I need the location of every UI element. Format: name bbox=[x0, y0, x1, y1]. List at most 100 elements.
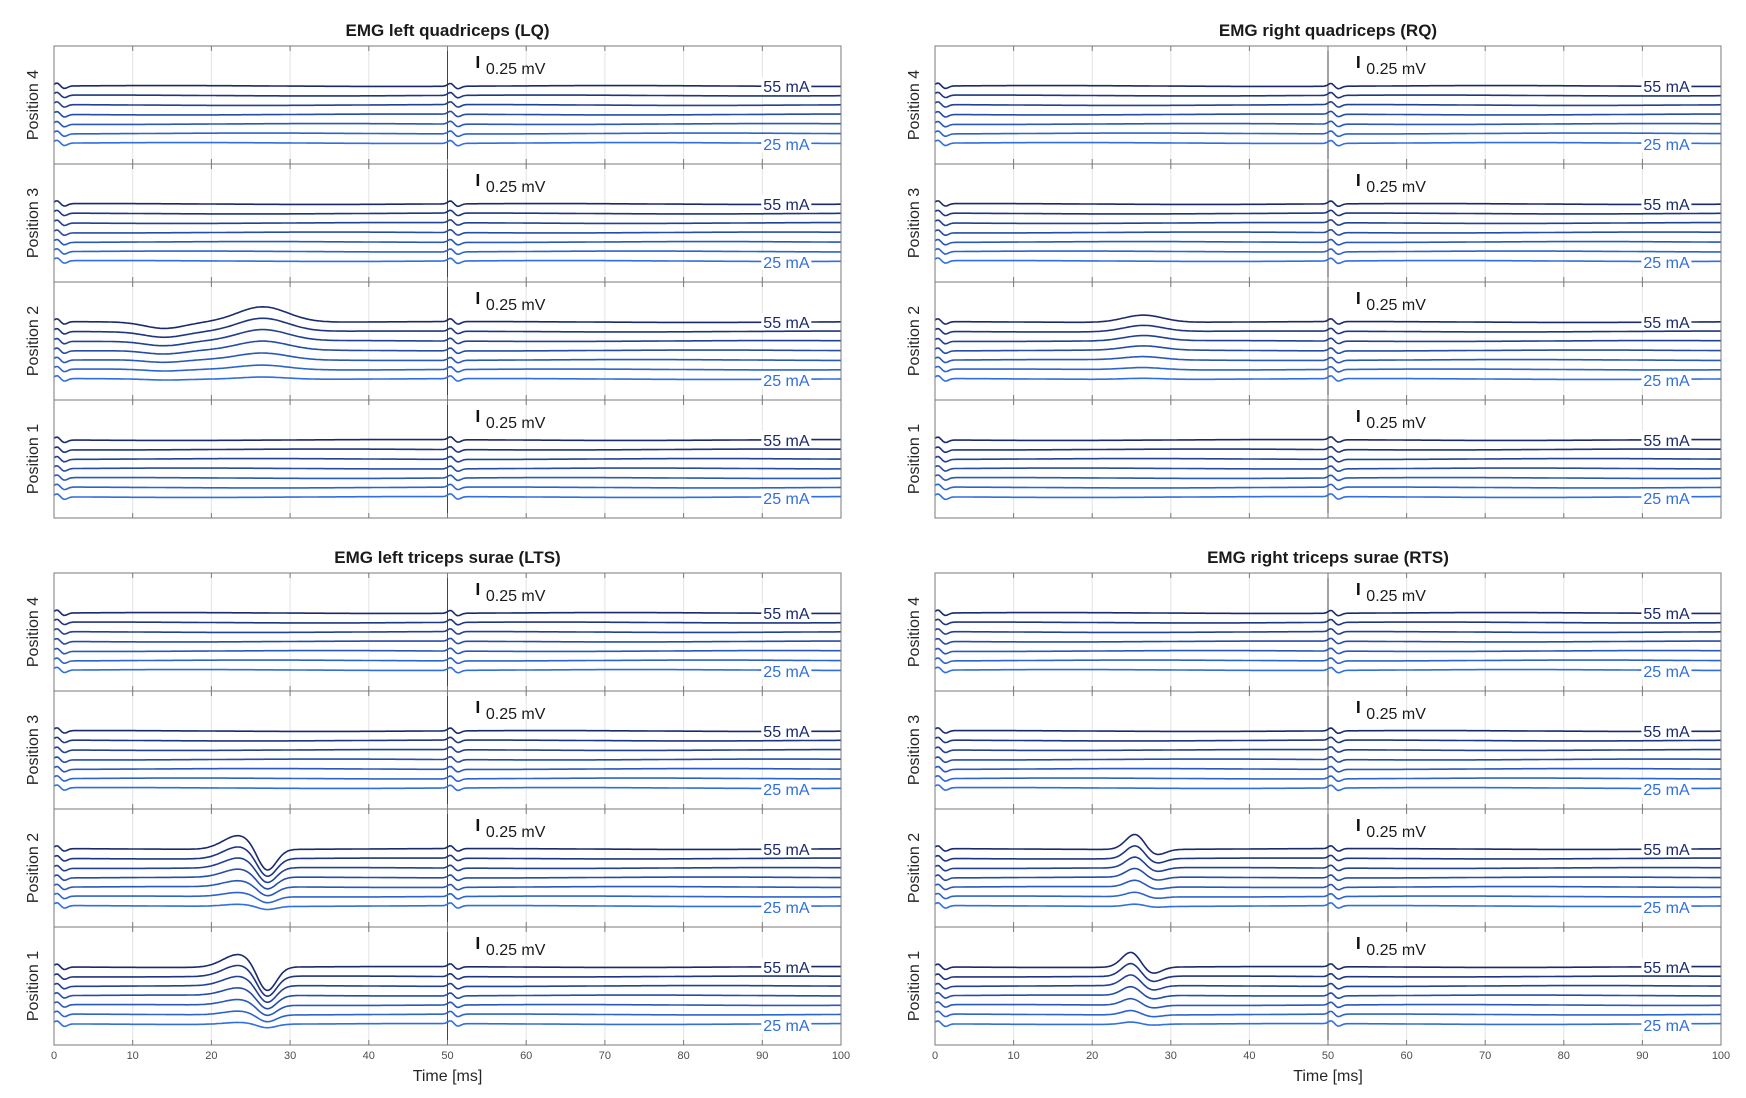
emg-trace bbox=[934, 209, 1721, 217]
emg-trace bbox=[934, 647, 1721, 655]
emg-trace bbox=[53, 238, 841, 246]
emg-trace bbox=[53, 765, 841, 773]
emg-trace bbox=[934, 627, 1721, 635]
stim-low-label: 25 mA bbox=[763, 137, 810, 154]
label-backdrop bbox=[1641, 135, 1692, 152]
emg-trace bbox=[934, 765, 1721, 773]
stim-low-label: 25 mA bbox=[763, 1018, 810, 1035]
emg-trace bbox=[53, 120, 841, 128]
emg-trace bbox=[53, 647, 841, 655]
emg-trace bbox=[53, 1010, 841, 1023]
stim-low-label: 25 mA bbox=[1643, 373, 1690, 390]
emg-trace bbox=[53, 975, 841, 1003]
stim-high-label: 55 mA bbox=[1643, 724, 1690, 741]
chart-title: EMG right triceps surae (RTS) bbox=[1207, 548, 1449, 567]
emg-trace bbox=[934, 974, 1721, 991]
x-tick-label: 0 bbox=[51, 1050, 57, 1062]
label-backdrop bbox=[761, 1016, 812, 1033]
emg-trace bbox=[934, 257, 1721, 265]
x-tick-label: 30 bbox=[284, 1050, 296, 1062]
emg-trace bbox=[934, 746, 1721, 754]
stim-low-label: 25 mA bbox=[763, 782, 810, 799]
emg-trace bbox=[53, 618, 841, 626]
label-backdrop bbox=[1641, 313, 1692, 330]
label-backdrop bbox=[761, 780, 812, 797]
row-label: Position 2 bbox=[906, 306, 923, 376]
label-backdrop bbox=[1641, 898, 1692, 915]
emg-trace bbox=[934, 355, 1721, 364]
emg-trace bbox=[53, 209, 841, 217]
emg-trace bbox=[934, 985, 1721, 1000]
label-backdrop bbox=[1641, 489, 1692, 506]
emg-trace bbox=[934, 901, 1721, 909]
emg-trace bbox=[934, 130, 1721, 138]
stim-high-label: 55 mA bbox=[763, 724, 810, 741]
stim-high-label: 55 mA bbox=[763, 197, 810, 214]
stim-high-label: 55 mA bbox=[1643, 433, 1690, 450]
emg-trace bbox=[53, 352, 841, 364]
scale-bar-label: 0.25 mV bbox=[486, 61, 546, 78]
emg-trace bbox=[934, 833, 1721, 856]
x-tick-label: 80 bbox=[677, 1050, 689, 1062]
emg-trace bbox=[53, 953, 841, 992]
label-backdrop bbox=[1641, 77, 1692, 94]
stim-low-label: 25 mA bbox=[1643, 255, 1690, 272]
emg-trace bbox=[934, 334, 1721, 345]
plot-frame bbox=[934, 572, 1722, 1046]
stim-high-label: 55 mA bbox=[1643, 79, 1690, 96]
x-tick-label: 80 bbox=[1558, 1050, 1570, 1062]
chart-panel-2: EMG right quadriceps (RQ) Position 4 0.25 … bbox=[906, 21, 1722, 519]
emg-trace bbox=[934, 856, 1721, 873]
emg-trace bbox=[934, 247, 1721, 256]
scale-bar-label: 0.25 mV bbox=[486, 179, 546, 196]
stim-low-label: 25 mA bbox=[763, 664, 810, 681]
emg-trace bbox=[53, 305, 841, 330]
x-tick-label: 90 bbox=[1636, 1050, 1648, 1062]
x-tick-label: 60 bbox=[520, 1050, 532, 1062]
emg-trace bbox=[53, 364, 841, 373]
emg-trace bbox=[934, 228, 1721, 237]
emg-trace bbox=[934, 774, 1721, 783]
emg-trace bbox=[53, 483, 841, 491]
label-backdrop bbox=[761, 958, 812, 975]
emg-trace bbox=[934, 891, 1721, 900]
stim-high-label: 55 mA bbox=[1643, 315, 1690, 332]
x-axis-label: Time [ms] bbox=[413, 1068, 483, 1085]
emg-trace bbox=[934, 845, 1721, 864]
emg-trace bbox=[934, 962, 1721, 983]
label-backdrop bbox=[761, 604, 812, 621]
emg-trace bbox=[934, 483, 1721, 491]
stim-high-label: 55 mA bbox=[1643, 842, 1690, 859]
emg-trace bbox=[53, 436, 841, 444]
plot-frame bbox=[53, 572, 842, 1046]
emg-trace bbox=[934, 474, 1721, 482]
row-label: Position 3 bbox=[25, 188, 42, 258]
emg-trace bbox=[934, 219, 1721, 227]
emg-trace bbox=[53, 474, 841, 482]
scale-bar-label: 0.25 mV bbox=[486, 824, 546, 841]
emg-trace bbox=[53, 901, 841, 911]
row-label: Position 4 bbox=[25, 597, 42, 667]
emg-trace bbox=[53, 200, 841, 208]
stim-low-label: 25 mA bbox=[763, 373, 810, 390]
chart-panel-1: EMG left quadriceps (LQ) Position 4 0.25 m… bbox=[25, 21, 842, 519]
emg-trace bbox=[53, 340, 841, 355]
row-label: Position 4 bbox=[906, 597, 923, 667]
scale-bar-label: 0.25 mV bbox=[1366, 824, 1426, 841]
label-backdrop bbox=[1641, 431, 1692, 448]
scale-bar-label: 0.25 mV bbox=[486, 706, 546, 723]
stim-high-label: 55 mA bbox=[1643, 606, 1690, 623]
emg-trace bbox=[53, 627, 841, 635]
emg-trace bbox=[53, 657, 841, 665]
x-tick-label: 30 bbox=[1165, 1050, 1177, 1062]
stim-low-label: 25 mA bbox=[1643, 491, 1690, 508]
emg-trace bbox=[53, 464, 841, 473]
label-backdrop bbox=[1641, 722, 1692, 739]
row-label: Position 1 bbox=[25, 424, 42, 494]
emg-trace bbox=[934, 657, 1721, 665]
label-backdrop bbox=[1641, 780, 1692, 797]
row-label: Position 3 bbox=[906, 715, 923, 785]
emg-trace bbox=[934, 445, 1721, 454]
stim-low-label: 25 mA bbox=[1643, 137, 1690, 154]
emg-trace bbox=[934, 324, 1721, 335]
